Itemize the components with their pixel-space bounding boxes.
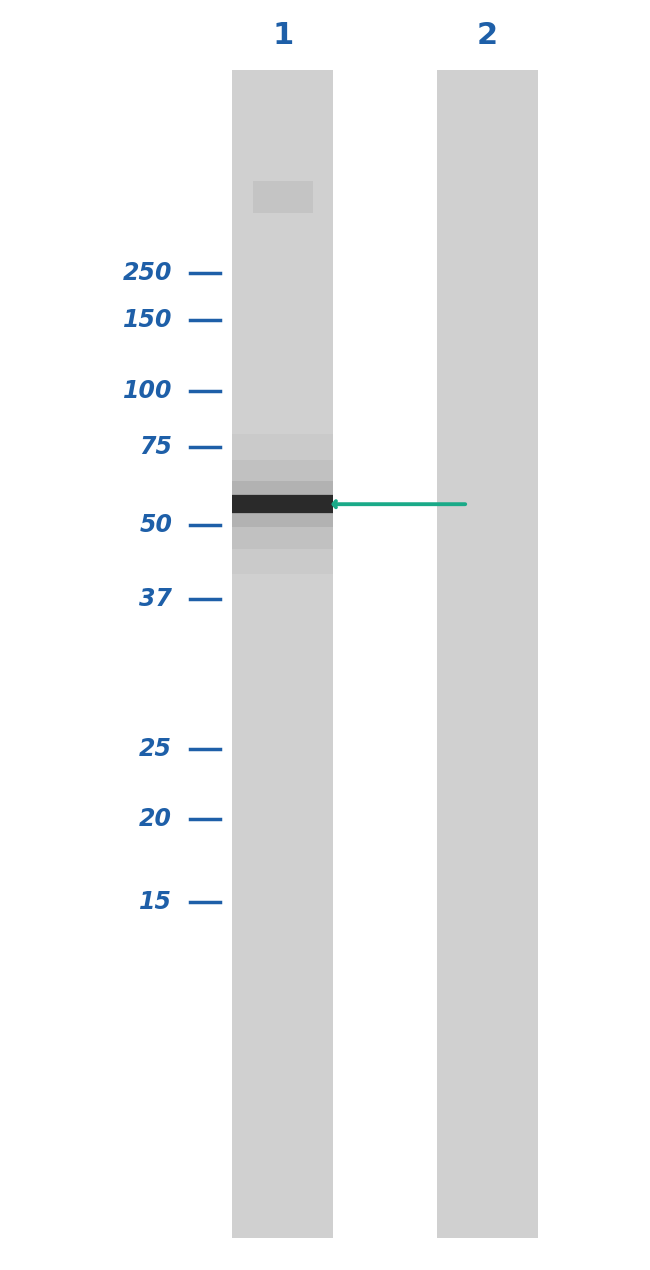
Bar <box>233 495 333 513</box>
Bar <box>233 70 333 1238</box>
Text: 20: 20 <box>139 808 172 831</box>
Bar <box>252 180 313 212</box>
Bar <box>233 460 333 549</box>
Text: 1: 1 <box>272 22 293 50</box>
Bar <box>233 434 333 574</box>
Text: 100: 100 <box>123 380 172 403</box>
Bar <box>233 494 333 514</box>
Text: 250: 250 <box>123 262 172 284</box>
Text: 75: 75 <box>139 436 172 458</box>
Bar <box>233 481 333 527</box>
Text: 50: 50 <box>139 513 172 536</box>
Text: 15: 15 <box>139 890 172 913</box>
Text: 25: 25 <box>139 738 172 761</box>
Text: 2: 2 <box>477 22 498 50</box>
Text: 150: 150 <box>123 309 172 331</box>
Text: 37: 37 <box>139 588 172 611</box>
Bar <box>437 70 538 1238</box>
